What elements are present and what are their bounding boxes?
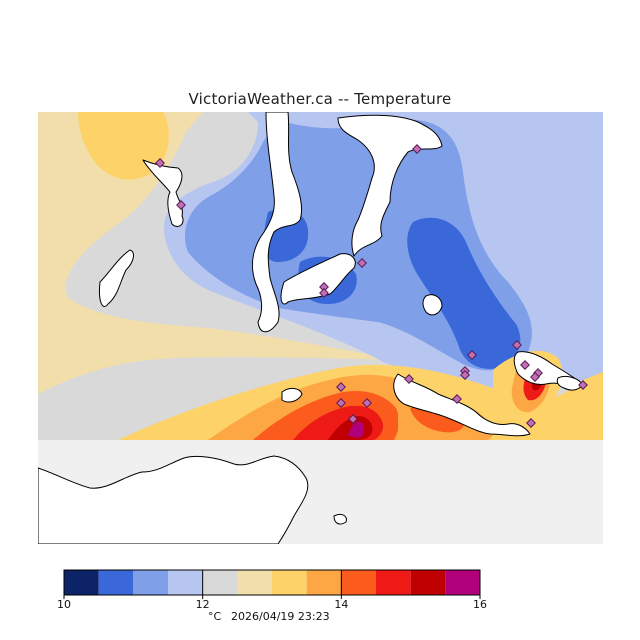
station-marker [348, 414, 358, 424]
legend-bin [410, 570, 446, 595]
land-central-shore [280, 253, 356, 305]
legend-bin [445, 570, 480, 595]
land-southern-shore [38, 455, 309, 544]
map-title: VictoriaWeather.ca -- Temperature [188, 90, 452, 108]
station-marker [336, 398, 346, 408]
legend-bin [341, 570, 376, 595]
temperature-map [38, 112, 603, 544]
contour-magenta [348, 421, 365, 438]
land-east-lake [422, 294, 443, 316]
station-marker [319, 282, 329, 292]
station-marker [412, 144, 422, 154]
contour-darkblue-east [407, 217, 521, 369]
station-markers [155, 144, 588, 428]
station-marker [319, 288, 329, 298]
legend-tick-label: 14 [334, 598, 349, 611]
station-marker [336, 382, 346, 392]
station-marker [155, 158, 165, 168]
station-marker [362, 398, 372, 408]
land-victoria-shore [393, 373, 531, 437]
legend-tick-label: 10 [57, 598, 71, 611]
legend-unit: °C [208, 610, 222, 623]
legend-bin [306, 570, 342, 595]
color-legend [0, 560, 640, 640]
land-saanich-peninsula [252, 112, 303, 333]
legend-bin [272, 570, 307, 595]
station-marker [512, 340, 522, 350]
legend-bin [376, 570, 411, 595]
station-marker [520, 360, 530, 370]
legend-colorbar [63, 569, 481, 599]
legend-bin [237, 570, 272, 595]
land-east-tip [556, 375, 583, 391]
land-east-coast [337, 114, 443, 257]
land-west-island [99, 249, 134, 307]
legend-bin [168, 570, 203, 595]
coastlines [38, 112, 583, 544]
station-marker [467, 350, 477, 360]
station-marker [452, 394, 462, 404]
land-southern-islet [333, 513, 347, 525]
station-marker [530, 372, 540, 382]
station-marker [176, 200, 186, 210]
station-marker [357, 258, 367, 268]
station-marker [526, 418, 536, 428]
legend-bin [64, 570, 99, 595]
station-marker [578, 380, 588, 390]
legend-tick-label: 12 [195, 598, 210, 611]
land-sooke-peninsula [142, 159, 184, 227]
station-marker [404, 374, 414, 384]
legend-bin [202, 570, 238, 595]
land-south-islet [281, 387, 303, 403]
legend-bin [98, 570, 134, 595]
timestamp: 2026/04/19 23:23 [231, 610, 330, 623]
station-marker [460, 370, 470, 380]
legend-tick-label: 16 [473, 598, 487, 611]
legend-bin [133, 570, 168, 595]
